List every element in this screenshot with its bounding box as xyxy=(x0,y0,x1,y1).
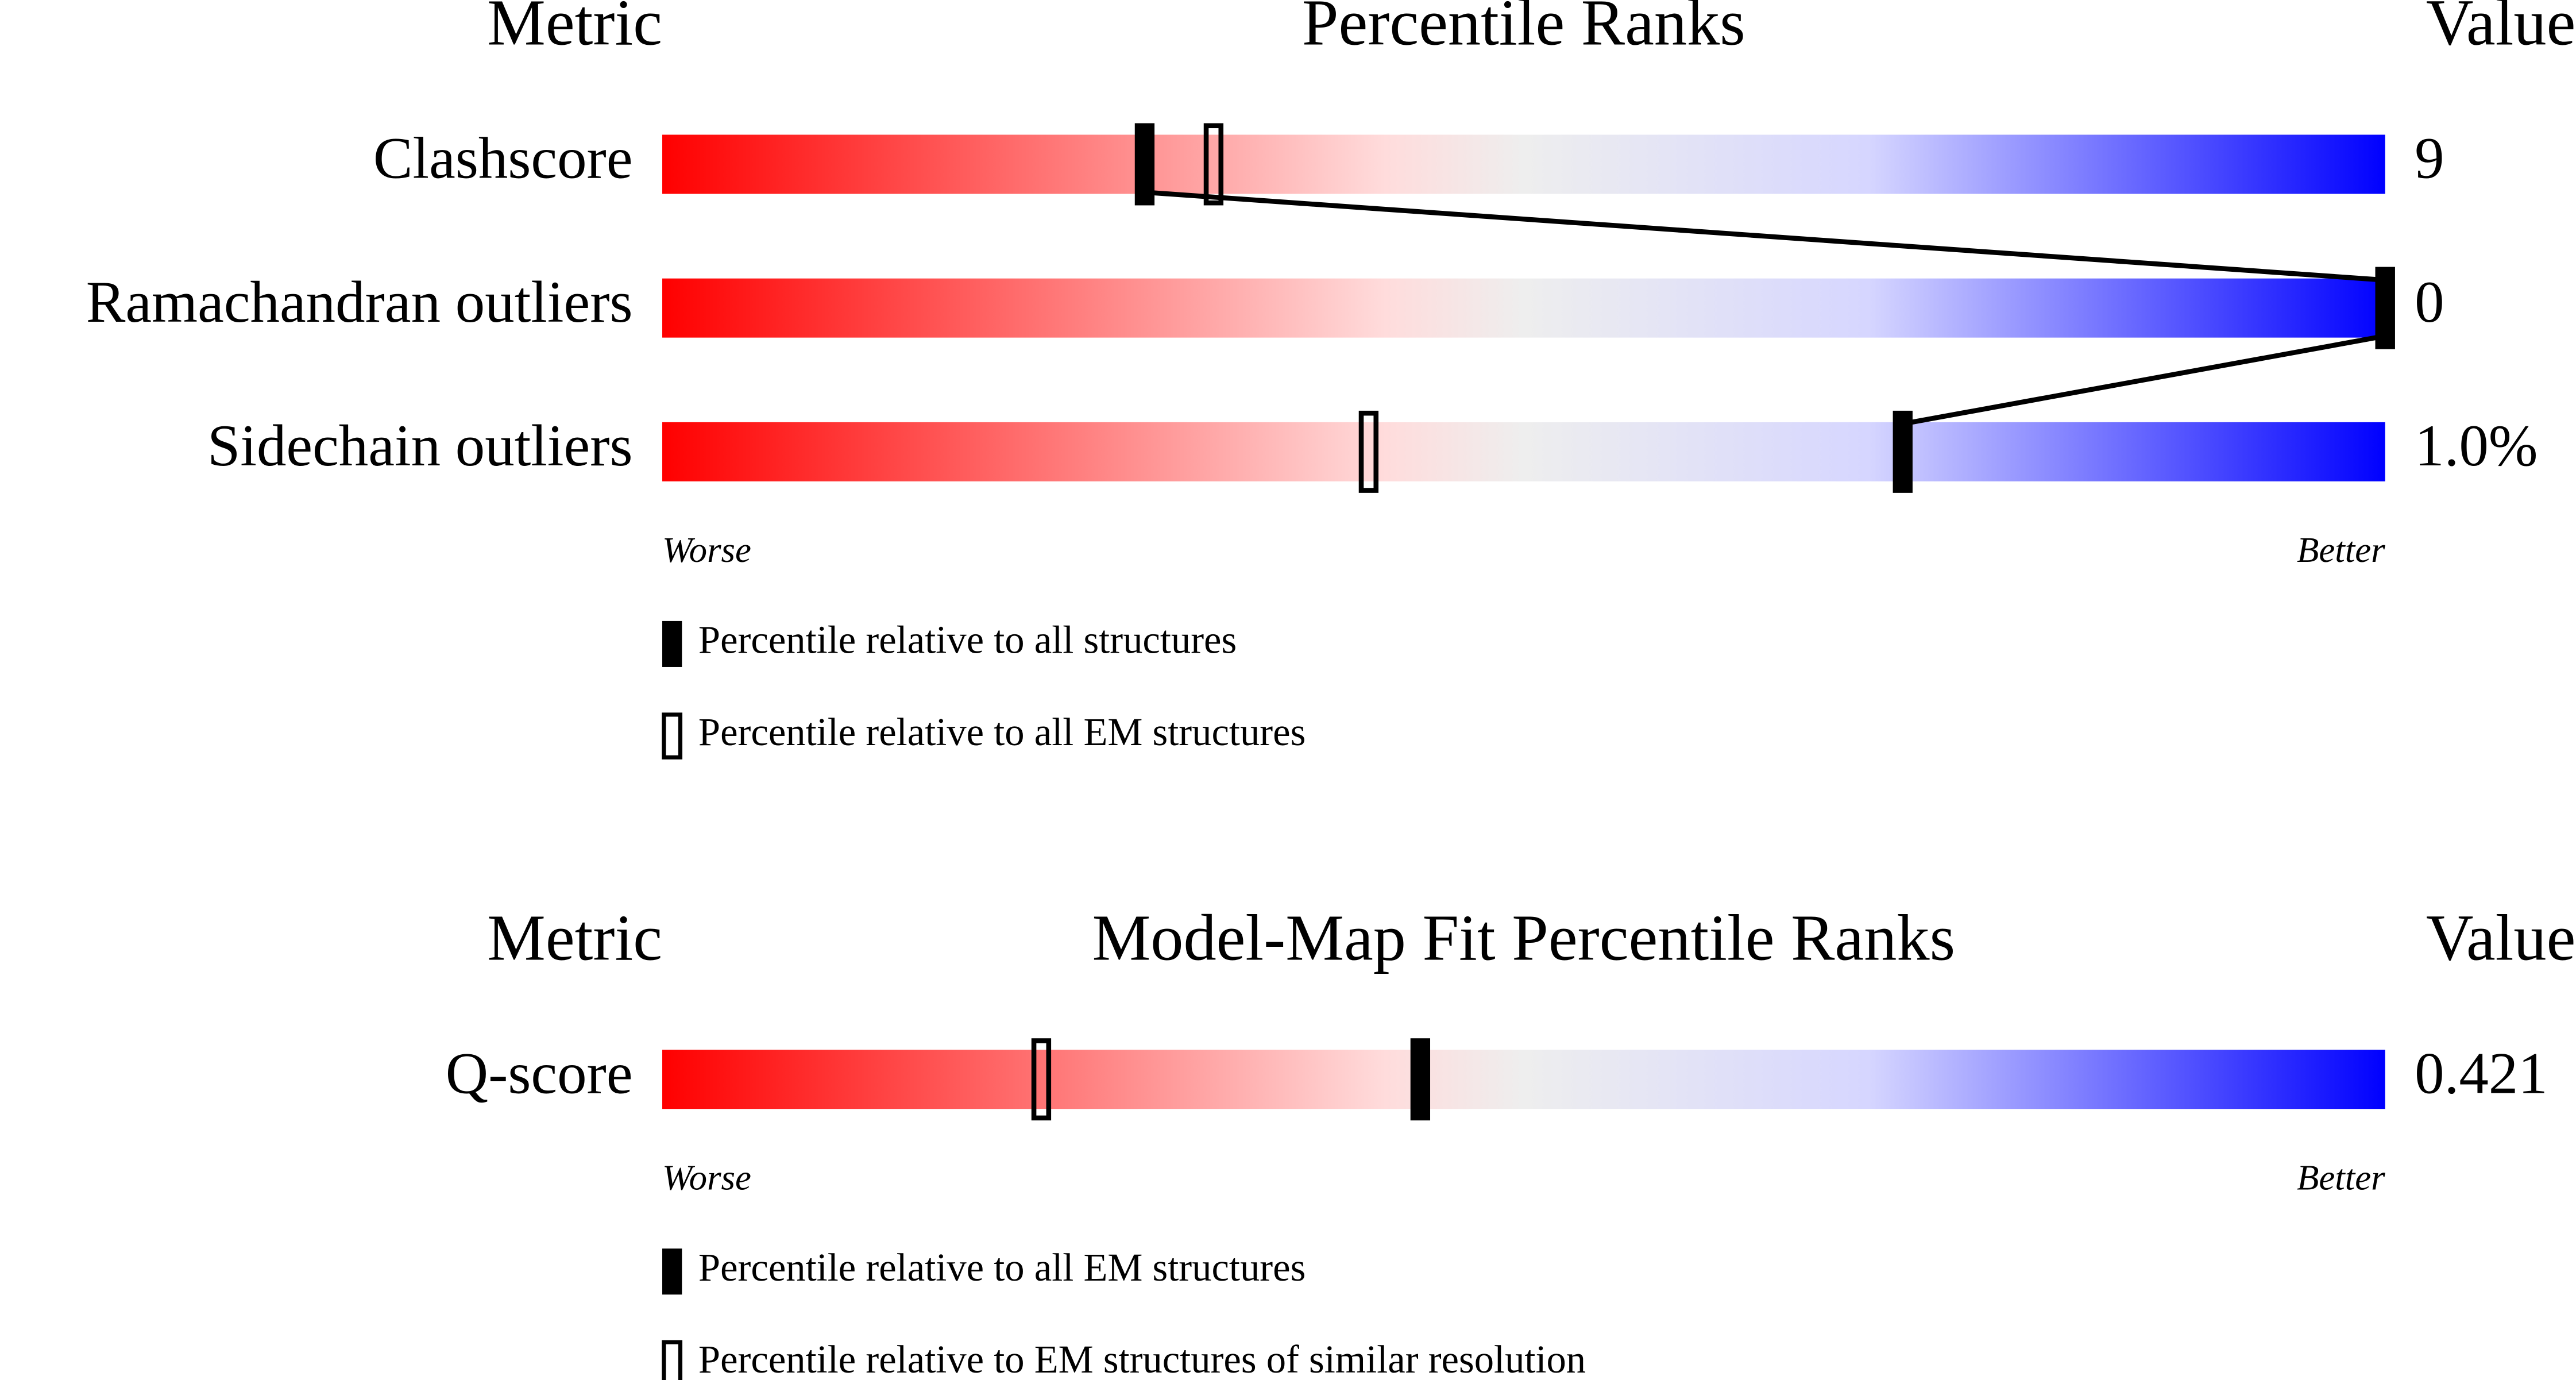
percentile-bar xyxy=(662,1050,2385,1109)
header-metric: Metric xyxy=(487,901,662,974)
legend-swatch xyxy=(662,620,682,667)
header-value: Value xyxy=(2426,0,2575,59)
metric-label: Sidechain outliers xyxy=(207,413,632,479)
header-metric: Metric xyxy=(487,0,662,59)
header-title: Model-Map Fit Percentile Ranks xyxy=(1092,901,1956,974)
legend-swatch xyxy=(662,1340,683,1380)
connector-line xyxy=(1902,333,2386,426)
metric-label: Ramachandran outliers xyxy=(86,269,633,335)
worse-label: Worse xyxy=(662,530,751,570)
percentile-bar xyxy=(662,134,2385,194)
legend-label: Percentile relative to all EM structures xyxy=(698,710,1306,754)
marker-filled xyxy=(1410,1038,1431,1121)
legend-label: Percentile relative to all structures xyxy=(698,618,1237,662)
metric-label: Q-score xyxy=(446,1040,633,1106)
marker-filled xyxy=(2375,267,2395,349)
legend-label: Percentile relative to EM structures of … xyxy=(698,1337,1586,1380)
header-value: Value xyxy=(2426,901,2575,974)
metric-value: 1.0% xyxy=(2415,413,2538,479)
worse-label: Worse xyxy=(662,1157,751,1197)
percentile-bar xyxy=(662,422,2385,481)
legend-label: Percentile relative to all EM structures xyxy=(698,1246,1306,1289)
legend-swatch xyxy=(662,1248,682,1295)
header-title: Percentile Ranks xyxy=(1302,0,1745,59)
better-label: Better xyxy=(2297,530,2385,570)
metric-value: 0 xyxy=(2415,269,2444,335)
percentile-bar xyxy=(662,278,2385,338)
metric-label: Clashscore xyxy=(373,126,633,191)
marker-open xyxy=(1358,410,1379,493)
marker-open xyxy=(1203,123,1224,206)
marker-filled xyxy=(1893,410,1913,493)
legend-swatch xyxy=(662,712,683,760)
marker-open xyxy=(1031,1038,1052,1121)
marker-filled xyxy=(1134,123,1155,206)
metric-value: 0.421 xyxy=(2415,1040,2548,1106)
better-label: Better xyxy=(2297,1157,2385,1197)
connector-line xyxy=(1144,190,2385,283)
metric-value: 9 xyxy=(2415,126,2444,191)
